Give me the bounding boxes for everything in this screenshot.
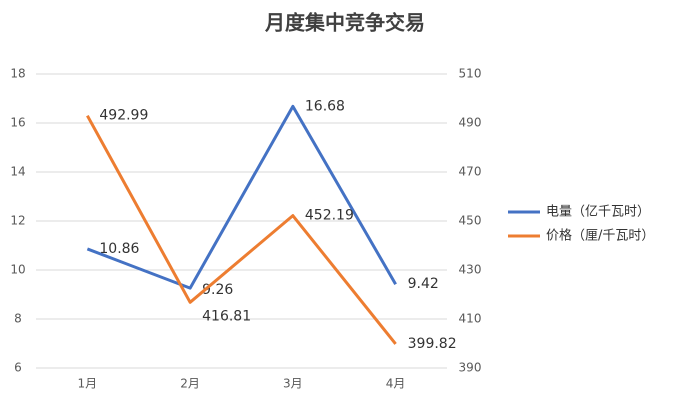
x-tick-label: 1月 xyxy=(78,377,98,391)
x-tick-label: 2月 xyxy=(180,377,200,391)
y2-tick-label: 450 xyxy=(459,214,482,228)
data-label: 416.81 xyxy=(202,308,251,324)
legend-label: 电量（亿千瓦时） xyxy=(546,205,650,220)
y-tick-label: 14 xyxy=(10,165,25,179)
data-label: 10.86 xyxy=(99,241,139,257)
y-tick-label: 6 xyxy=(14,361,22,375)
y2-tick-label: 390 xyxy=(459,361,482,375)
data-label: 16.68 xyxy=(305,98,345,114)
y-tick-label: 12 xyxy=(10,214,25,228)
y-tick-label: 16 xyxy=(10,116,25,130)
data-label: 452.19 xyxy=(305,208,354,224)
y-tick-label: 10 xyxy=(10,263,25,277)
data-label: 399.82 xyxy=(408,336,457,352)
legend-label: 价格（厘/千瓦时） xyxy=(546,228,654,244)
y-tick-label: 8 xyxy=(14,312,22,326)
y2-tick-label: 410 xyxy=(459,312,482,326)
x-tick-label: 3月 xyxy=(283,377,303,391)
data-label: 492.99 xyxy=(99,108,148,124)
y2-tick-label: 470 xyxy=(459,165,482,179)
series-line xyxy=(86,104,397,290)
y2-tick-label: 510 xyxy=(459,67,482,81)
series-line xyxy=(86,114,397,345)
y2-tick-label: 490 xyxy=(459,116,482,130)
x-tick-label: 4月 xyxy=(386,377,406,391)
chart-title: 月度集中竞争交易 xyxy=(264,11,425,35)
data-label: 9.42 xyxy=(408,276,439,292)
y2-tick-label: 430 xyxy=(459,263,482,277)
y-tick-label: 18 xyxy=(10,67,25,81)
